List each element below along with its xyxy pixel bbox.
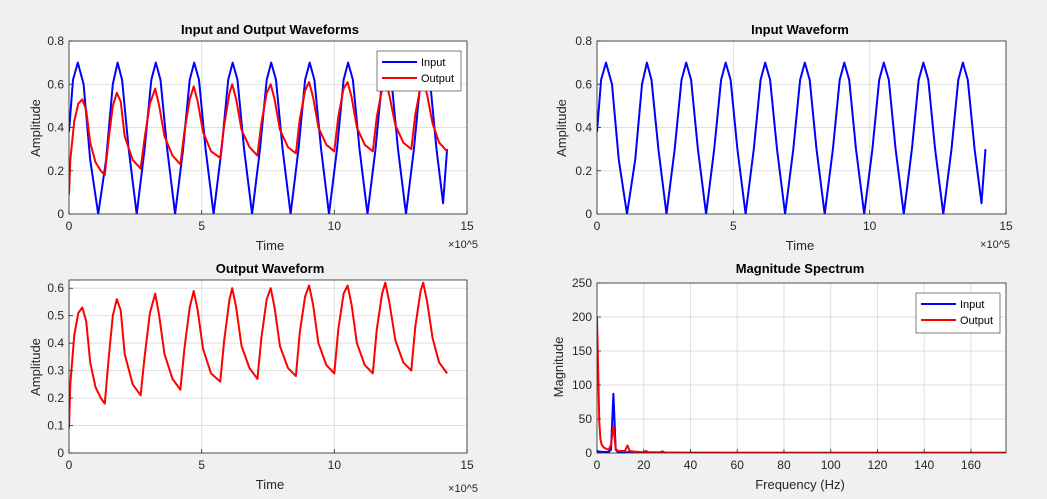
x-tick-label: 15 bbox=[460, 458, 474, 472]
y-tick-label: 0.1 bbox=[47, 419, 64, 433]
y-tick-label: 0.3 bbox=[47, 364, 64, 378]
legend-entry-label: Output bbox=[421, 73, 454, 85]
subplot-input-output: Input and Output Waveforms Time Amplitud… bbox=[28, 22, 478, 253]
x-tick-label: 5 bbox=[198, 458, 205, 472]
x-tick-label: 80 bbox=[777, 458, 791, 472]
subplot-output: Output Waveform Time Amplitude ×10^5 0 5 1… bbox=[28, 261, 478, 495]
y-tick-label: 0.2 bbox=[575, 164, 592, 178]
x-axis-label: Time bbox=[256, 238, 284, 253]
y-tick-label: 0.4 bbox=[47, 121, 64, 135]
y-tick-label: 0.4 bbox=[575, 121, 592, 135]
x-tick-label: 60 bbox=[731, 458, 745, 472]
x-exponent-label: ×10^5 bbox=[448, 239, 478, 251]
y-axis-label: Amplitude bbox=[554, 99, 569, 157]
legend: Input Output bbox=[376, 50, 462, 92]
series-line-series-0 bbox=[597, 61, 987, 214]
y-tick-label: 0.2 bbox=[47, 391, 64, 405]
x-exponent-label: ×10^5 bbox=[448, 483, 478, 495]
subplot-input: Input Waveform Time Amplitude ×10^5 0 5 10… bbox=[554, 22, 1013, 253]
y-tick-label: 0.6 bbox=[47, 281, 64, 295]
subplot-spectrum: Magnitude Spectrum Frequency (Hz) Magnit… bbox=[551, 261, 1007, 492]
x-axis-label: Time bbox=[786, 238, 814, 253]
x-tick-label: 10 bbox=[863, 219, 877, 233]
x-axis-label: Frequency (Hz) bbox=[755, 477, 845, 492]
x-tick-label: 15 bbox=[460, 219, 474, 233]
legend-entry-label: Output bbox=[960, 315, 993, 327]
x-tick-label: 40 bbox=[684, 458, 698, 472]
x-tick-label: 0 bbox=[66, 219, 73, 233]
x-tick-label: 15 bbox=[999, 219, 1013, 233]
chart-title: Output Waveform bbox=[216, 261, 325, 276]
y-axis-label: Magnitude bbox=[551, 337, 566, 398]
y-tick-label: 50 bbox=[579, 412, 593, 426]
plot-area bbox=[69, 280, 467, 453]
legend: Input Output bbox=[915, 292, 1001, 334]
legend-entry-label: Input bbox=[960, 299, 984, 311]
y-tick-label: 0.4 bbox=[47, 336, 64, 350]
x-tick-label: 0 bbox=[594, 219, 601, 233]
axes-box bbox=[68, 279, 468, 454]
x-tick-label: 10 bbox=[328, 458, 342, 472]
x-tick-label: 20 bbox=[637, 458, 651, 472]
x-tick-label: 0 bbox=[594, 458, 601, 472]
y-tick-label: 0.6 bbox=[575, 77, 592, 91]
y-tick-label: 0.6 bbox=[47, 77, 64, 91]
x-tick-label: 10 bbox=[328, 219, 342, 233]
y-tick-label: 0 bbox=[585, 446, 592, 460]
chart-title: Magnitude Spectrum bbox=[736, 261, 865, 276]
y-tick-label: 0.5 bbox=[47, 309, 64, 323]
y-tick-label: 0 bbox=[585, 207, 592, 221]
chart-title: Input Waveform bbox=[751, 22, 849, 37]
y-tick-label: 0.8 bbox=[47, 34, 64, 48]
y-tick-label: 100 bbox=[572, 378, 592, 392]
x-tick-label: 5 bbox=[198, 219, 205, 233]
axes-box bbox=[596, 282, 1007, 454]
x-exponent-label: ×10^5 bbox=[980, 239, 1010, 251]
x-tick-label: 5 bbox=[730, 219, 737, 233]
y-tick-label: 0 bbox=[57, 207, 64, 221]
y-tick-label: 0.8 bbox=[575, 34, 592, 48]
y-axis-label: Amplitude bbox=[28, 338, 43, 396]
x-tick-label: 140 bbox=[914, 458, 934, 472]
y-tick-label: 250 bbox=[572, 276, 592, 290]
y-tick-label: 150 bbox=[572, 344, 592, 358]
x-tick-label: 120 bbox=[867, 458, 887, 472]
legend-entry-label: Input bbox=[421, 57, 445, 69]
legend-box bbox=[915, 292, 1001, 334]
y-tick-label: 200 bbox=[572, 310, 592, 324]
y-tick-label: 0 bbox=[57, 446, 64, 460]
series-line-series-0 bbox=[69, 281, 448, 429]
x-axis-label: Time bbox=[256, 477, 284, 492]
x-tick-label: 160 bbox=[961, 458, 981, 472]
x-tick-label: 0 bbox=[66, 458, 73, 472]
chart-title: Input and Output Waveforms bbox=[181, 22, 359, 37]
y-axis-label: Amplitude bbox=[28, 99, 43, 157]
y-tick-label: 0.2 bbox=[47, 164, 64, 178]
legend-box bbox=[376, 50, 462, 92]
x-tick-label: 100 bbox=[821, 458, 841, 472]
